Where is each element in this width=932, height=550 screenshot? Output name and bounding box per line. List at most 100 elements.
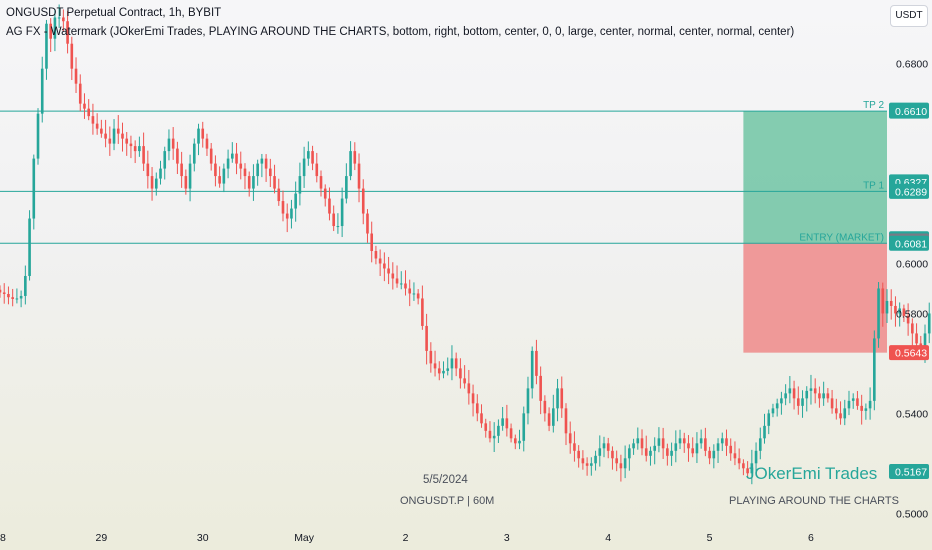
candle-body-164 xyxy=(682,438,686,444)
candle-body-71 xyxy=(290,208,293,219)
price-badge-3 xyxy=(889,183,929,199)
indicator-legend: AG FX - Watermark (JOkerEmi Trades, PLAY… xyxy=(6,26,795,38)
candle-body-209 xyxy=(873,338,876,401)
candle-body-185 xyxy=(771,408,775,414)
candle-body-51 xyxy=(205,138,209,149)
candle-body-27 xyxy=(104,133,107,139)
candle-body-94 xyxy=(387,268,390,274)
candle-body-65 xyxy=(264,158,268,169)
candle-body-158 xyxy=(657,438,661,446)
candle-body-160 xyxy=(666,448,669,456)
candle-body-153 xyxy=(636,438,640,444)
candle-body-30 xyxy=(116,128,120,134)
candle-body-146 xyxy=(606,443,610,451)
profit-zone xyxy=(743,111,887,244)
watermark-tagline: PLAYING AROUND THE CHARTS xyxy=(729,495,899,507)
x-tick-3: May xyxy=(294,532,315,544)
candle-body-72 xyxy=(294,193,297,209)
candle-body-202 xyxy=(843,408,847,419)
candle-body-187 xyxy=(780,398,783,404)
candle-body-58 xyxy=(235,153,238,164)
y-tick-4: 0.5400 xyxy=(896,408,928,420)
price-badge-label-6: 0.6081 xyxy=(895,238,927,250)
candle-body-207 xyxy=(864,408,868,411)
candle-body-18 xyxy=(66,21,69,44)
candle-body-110 xyxy=(454,358,458,369)
candle-body-48 xyxy=(192,143,196,164)
watermark-date: 5/5/2024 xyxy=(423,474,468,486)
candle-body-35 xyxy=(138,146,141,152)
watermark-symbol: ONGUSDT.P | 60M xyxy=(400,495,495,507)
candle-body-85 xyxy=(349,151,352,177)
candle-body-167 xyxy=(695,443,699,454)
level-label-0: TP 2 xyxy=(863,100,884,111)
candle-body-157 xyxy=(653,445,656,451)
candle-body-219 xyxy=(915,333,918,344)
candle-body-142 xyxy=(590,463,593,466)
candle-body-75 xyxy=(307,151,310,159)
candle-body-95 xyxy=(391,273,395,279)
loss-zone xyxy=(743,243,887,353)
candle-body-130 xyxy=(539,375,542,401)
candle-body-105 xyxy=(433,363,437,369)
candle-body-45 xyxy=(180,163,183,177)
candle-body-151 xyxy=(628,448,631,459)
candle-body-182 xyxy=(758,438,762,451)
candle-body-31 xyxy=(121,133,124,139)
candle-body-36 xyxy=(142,146,145,164)
candle-body-166 xyxy=(691,448,695,454)
candle-body-197 xyxy=(822,393,825,399)
price-badge-label-3: 0.6289 xyxy=(895,186,927,198)
candle-body-161 xyxy=(670,450,673,456)
x-tick-1: 29 xyxy=(96,532,108,544)
candle-body-21 xyxy=(78,83,82,104)
candle-body-11 xyxy=(36,113,40,159)
candle-body-152 xyxy=(632,443,635,449)
x-tick-8: 6 xyxy=(808,532,814,544)
candle-body-181 xyxy=(754,450,758,464)
candle-body-129 xyxy=(535,350,538,376)
candle-body-194 xyxy=(809,388,813,391)
candle-body-133 xyxy=(552,408,555,426)
candle-body-141 xyxy=(585,463,589,466)
candle-body-175 xyxy=(729,445,733,454)
candle-body-190 xyxy=(792,388,796,399)
candle-body-191 xyxy=(796,398,800,406)
chart-title: ONGUSDT Perpetual Contract, 1h, BYBIT xyxy=(6,7,222,19)
candle-body-189 xyxy=(788,388,792,394)
candle-body-128 xyxy=(530,350,534,389)
x-tick-5: 3 xyxy=(504,532,510,544)
candle-body-212 xyxy=(885,300,889,314)
time-axis[interactable]: 28 29 30 May 2 3 4 5 6 xyxy=(0,532,814,544)
currency-button[interactable]: USDT xyxy=(890,5,928,27)
x-tick-6: 4 xyxy=(605,532,611,544)
y-tick-1: 0.6800 xyxy=(896,59,928,71)
candle-body-79 xyxy=(323,188,327,199)
candle-body-10 xyxy=(32,158,36,219)
candle-body-183 xyxy=(763,425,766,439)
candle-body-107 xyxy=(442,370,445,374)
candle-body-63 xyxy=(256,163,259,177)
candle-body-162 xyxy=(674,443,678,451)
candle-body-120 xyxy=(497,425,500,436)
candle-body-149 xyxy=(619,463,623,469)
candle-body-38 xyxy=(150,176,154,189)
candle-body-78 xyxy=(319,176,323,189)
candle-body-83 xyxy=(340,198,344,227)
price-badges: 0.66140.66100.63270.62890.60990.60900.60… xyxy=(889,102,929,480)
candle-body-17 xyxy=(62,17,65,22)
candle-body-57 xyxy=(231,153,234,159)
candle-body-82 xyxy=(336,226,340,228)
candle-body-69 xyxy=(281,201,285,214)
candle-body-89 xyxy=(366,213,369,234)
candle-body-154 xyxy=(640,438,644,449)
candle-body-177 xyxy=(737,458,741,464)
candle-body-42 xyxy=(167,138,171,152)
candle-body-213 xyxy=(889,300,893,306)
candle-body-109 xyxy=(450,358,454,369)
candle-body-198 xyxy=(826,393,830,399)
price-badge-label-1: 0.6610 xyxy=(895,106,927,118)
candle-body-73 xyxy=(298,176,302,194)
